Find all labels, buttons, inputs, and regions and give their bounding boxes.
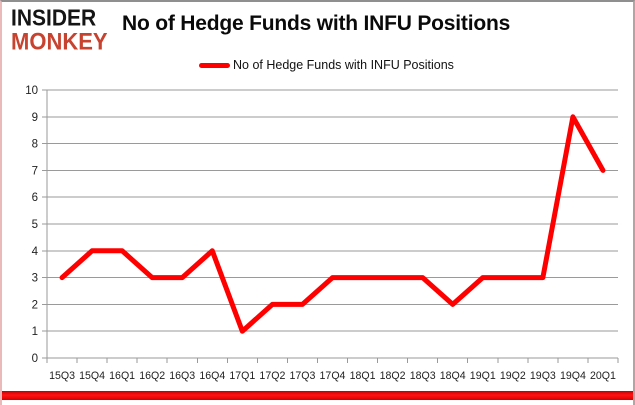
y-tick-label: 1 xyxy=(32,326,38,338)
logo-text-monkey: MONKEY xyxy=(11,27,108,55)
legend: No of Hedge Funds with INFU Positions xyxy=(199,58,454,72)
y-tick-label: 6 xyxy=(32,192,38,204)
y-tick-label: 0 xyxy=(32,353,38,365)
y-tick-label: 7 xyxy=(32,165,38,177)
x-tick-label: 18Q4 xyxy=(440,370,466,382)
y-tick-label: 3 xyxy=(32,273,38,285)
x-tick-label: 20Q1 xyxy=(590,370,616,382)
x-tick-label: 17Q4 xyxy=(320,370,346,382)
y-tick-label: 10 xyxy=(25,85,38,97)
insider-monkey-logo: INSIDER MONKEY xyxy=(11,5,108,55)
logo-text-insider: INSIDER xyxy=(11,5,97,31)
x-tick-label: 19Q4 xyxy=(560,370,586,382)
x-tick-label: 17Q2 xyxy=(259,370,285,382)
x-tick-label: 18Q1 xyxy=(350,370,376,382)
x-tick-label: 17Q1 xyxy=(229,370,255,382)
legend-line-swatch xyxy=(199,62,230,68)
series-line xyxy=(59,114,606,334)
x-tick-label: 15Q4 xyxy=(79,370,105,382)
y-tick-label: 4 xyxy=(32,246,39,258)
y-tick-label: 2 xyxy=(32,299,38,311)
x-tick-label: 16Q1 xyxy=(109,370,135,382)
x-tick-label: 15Q3 xyxy=(49,370,75,382)
x-tick-label: 16Q2 xyxy=(139,370,165,382)
x-tick-label: 19Q2 xyxy=(500,370,526,382)
y-tick-label: 8 xyxy=(32,139,38,151)
x-tick-label: 18Q3 xyxy=(410,370,436,382)
x-tick-label: 19Q1 xyxy=(470,370,496,382)
y-tick-label: 9 xyxy=(32,112,38,124)
chart-title: No of Hedge Funds with INFU Positions xyxy=(122,12,511,35)
legend-label: No of Hedge Funds with INFU Positions xyxy=(233,58,454,72)
x-tick-label: 19Q3 xyxy=(530,370,556,382)
bottom-red-bar xyxy=(2,391,633,400)
x-tick-label: 18Q2 xyxy=(380,370,406,382)
x-tick-label: 16Q4 xyxy=(199,370,225,382)
x-tick-label: 16Q3 xyxy=(169,370,195,382)
y-tick-label: 5 xyxy=(32,219,38,231)
x-tick-label: 17Q3 xyxy=(289,370,315,382)
